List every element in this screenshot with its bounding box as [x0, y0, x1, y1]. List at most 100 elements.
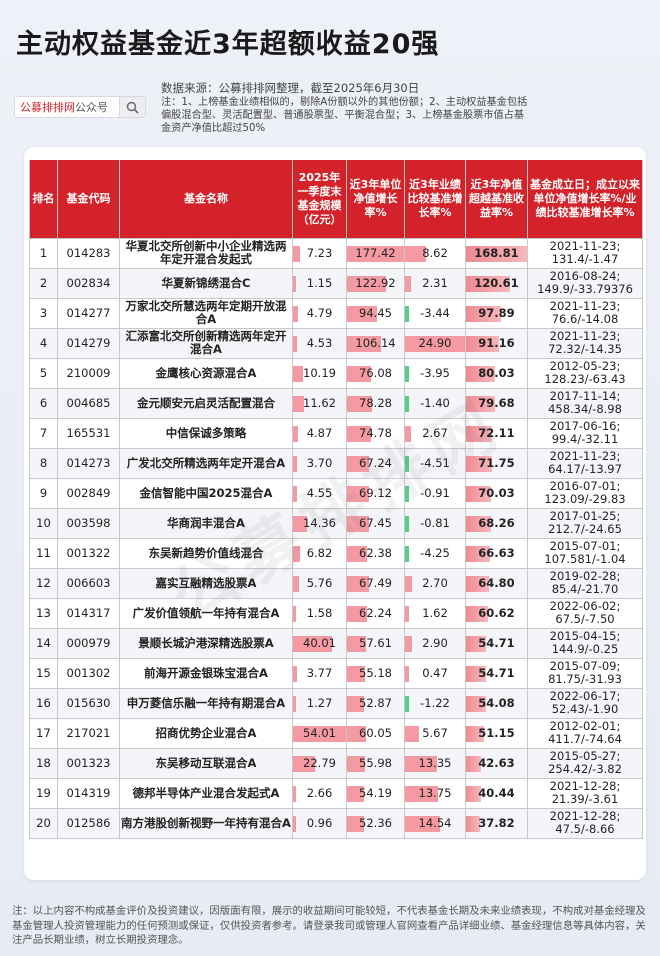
- inception-cell: 2021-11-23; 72.32/-14.35: [527, 327, 643, 359]
- benchmark-cell-bar: [405, 605, 409, 622]
- benchmark-cell: 8.62: [404, 237, 466, 269]
- benchmark-cell: 0.47: [404, 657, 466, 689]
- nav-growth-cell-value: 60.05: [359, 726, 392, 740]
- excess-cell-bar: [466, 755, 482, 772]
- excess-cell-bar: [466, 335, 499, 352]
- code-cell: 210009: [57, 357, 120, 389]
- scale-cell-bar: [293, 455, 297, 472]
- excess-cell-bar: [466, 665, 486, 682]
- since-inception-growth: 128.23/-63.43: [544, 372, 626, 386]
- brand-search-box[interactable]: 公募排排网 公众号: [14, 96, 146, 118]
- scale-cell: 4.55: [292, 477, 347, 509]
- rank-cell: 9: [29, 477, 58, 509]
- benchmark-cell: 2.31: [404, 267, 466, 299]
- benchmark-cell-value: 14.54: [418, 816, 452, 830]
- table-row: 15 001302 前海开源金银珠宝混合A 3.77 55.18 0.47 54.71 201…: [29, 657, 643, 689]
- name-cell: 景顺长城沪港深精选股票A: [119, 627, 293, 659]
- benchmark-cell-bar: [405, 305, 409, 322]
- rank-cell: 19: [29, 777, 58, 809]
- brand-name: 公募排排网: [20, 101, 75, 114]
- table-row: 13 014317 广发价值领航一年持有混合A 1.58 62.24 1.62 60.62 2…: [29, 597, 643, 629]
- name-cell: 东吴移动互联混合A: [119, 747, 293, 779]
- inception-cell: 2021-11-23; 131.4/-1.47: [527, 237, 643, 269]
- code-cell: 006603: [57, 567, 120, 599]
- excess-cell-value: 68.26: [478, 516, 515, 530]
- scale-cell-value: 4.79: [306, 306, 333, 320]
- benchmark-cell-value: -4.51: [420, 456, 450, 470]
- benchmark-cell-value: 0.47: [422, 666, 448, 680]
- benchmark-cell-value: -3.44: [420, 306, 450, 320]
- excess-cell: 79.68: [465, 387, 528, 419]
- excess-cell: 120.61: [465, 267, 528, 299]
- scale-cell-value: 11.62: [303, 396, 336, 410]
- inception-cell: 2022-06-17; 52.43/-1.90: [527, 687, 643, 719]
- nav-growth-cell-value: 106.14: [355, 336, 396, 350]
- nav-growth-cell-value: 78.28: [359, 396, 392, 410]
- inception-date: 2017-06-16;: [549, 419, 621, 433]
- code-cell: 014273: [57, 447, 120, 479]
- inception-cell: 2016-08-24; 149.9/-33.79376: [527, 267, 643, 299]
- table-row: 8 014273 广发北交所精选两年定开混合A 3.70 67.24 -4.51 71.75…: [29, 447, 643, 479]
- table-row: 18 001323 东吴移动互联混合A 22.79 55.98 13.35 42.63 201…: [29, 747, 643, 779]
- name-cell: 前海开源金银珠宝混合A: [119, 657, 293, 689]
- excess-cell: 68.26: [465, 507, 528, 539]
- inception-date: 2016-07-01;: [549, 479, 621, 493]
- nav-growth-cell-value: 67.24: [359, 456, 392, 470]
- rank-cell: 3: [29, 297, 58, 329]
- brand-suffix: 公众号: [75, 101, 108, 114]
- nav-growth-cell-bar: [347, 515, 369, 532]
- benchmark-cell-bar: [405, 455, 409, 472]
- scale-cell-bar: [293, 695, 297, 712]
- excess-cell-bar: [466, 275, 510, 292]
- scale-cell-bar: [293, 395, 305, 412]
- code-cell: 001322: [57, 537, 120, 569]
- nav-growth-cell-bar: [347, 485, 370, 502]
- table-row: 10 003598 华商润丰混合A 14.36 67.45 -0.81 68.26 2017-…: [29, 507, 643, 539]
- inception-cell: 2012-02-01; 411.7/-74.64: [527, 717, 643, 749]
- nav-growth-cell-bar: [347, 605, 367, 622]
- scale-cell-value: 40.01: [303, 636, 336, 650]
- inception-cell: 2019-02-28; 85.4/-21.70: [527, 567, 643, 599]
- inception-cell: 2021-12-28; 47.5/-8.66: [527, 807, 643, 839]
- code-cell: 014283: [57, 237, 120, 269]
- since-inception-growth: 81.75/-31.93: [548, 672, 622, 686]
- benchmark-cell: 13.35: [404, 747, 466, 779]
- scale-cell: 14.36: [292, 507, 347, 539]
- nav-growth-cell-value: 76.08: [359, 366, 392, 380]
- scale-cell-bar: [293, 725, 346, 742]
- name-cell: 华夏北交所创新中小企业精选两年定开混合发起式: [119, 237, 293, 269]
- excess-cell: 40.44: [465, 777, 528, 809]
- nav-growth-cell-value: 62.38: [359, 546, 392, 560]
- nav-growth-cell: 78.28: [346, 387, 405, 419]
- inception-cell: 2017-06-16; 99.4/-32.11: [527, 417, 643, 449]
- nav-growth-cell-value: 69.12: [359, 486, 392, 500]
- inception-date: 2022-06-02;: [549, 599, 621, 613]
- name-cell: 金元顺安元启灵活配置混合: [119, 387, 293, 419]
- table-row: 11 001322 东吴新趋势价值线混合 6.82 62.38 -4.25 66.63 201…: [29, 537, 643, 569]
- excess-cell-value: 60.62: [478, 606, 515, 620]
- scale-cell: 0.96: [292, 807, 347, 839]
- scale-cell-value: 0.96: [306, 816, 333, 830]
- inception-date: 2015-04-15;: [549, 629, 621, 643]
- since-inception-growth: 64.17/-13.97: [548, 462, 622, 476]
- scale-cell: 4.87: [292, 417, 347, 449]
- data-source: 数据来源：公募排排网整理，截至2025年6月30日: [161, 81, 420, 95]
- code-cell: 217021: [57, 717, 120, 749]
- scale-cell: 40.01: [292, 627, 347, 659]
- name-cell: 广发北交所精选两年定开混合A: [119, 447, 293, 479]
- excess-cell: 54.71: [465, 657, 528, 689]
- benchmark-cell: -1.40: [404, 387, 466, 419]
- nav-growth-cell: 54.19: [346, 777, 405, 809]
- benchmark-cell-bar: [405, 245, 426, 262]
- benchmark-cell: -3.95: [404, 357, 466, 389]
- inception-date: 2021-11-23;: [549, 329, 621, 343]
- excess-cell-value: 120.61: [474, 276, 519, 290]
- scale-cell-value: 10.19: [303, 366, 336, 380]
- inception-date: 2021-11-23;: [549, 449, 621, 463]
- nav-growth-cell: 69.12: [346, 477, 405, 509]
- scale-cell-value: 54.01: [303, 726, 336, 740]
- inception-cell: 2012-05-23; 128.23/-63.43: [527, 357, 643, 389]
- search-icon[interactable]: [119, 97, 145, 117]
- rank-cell: 4: [29, 327, 58, 359]
- scale-cell-value: 1.58: [306, 606, 333, 620]
